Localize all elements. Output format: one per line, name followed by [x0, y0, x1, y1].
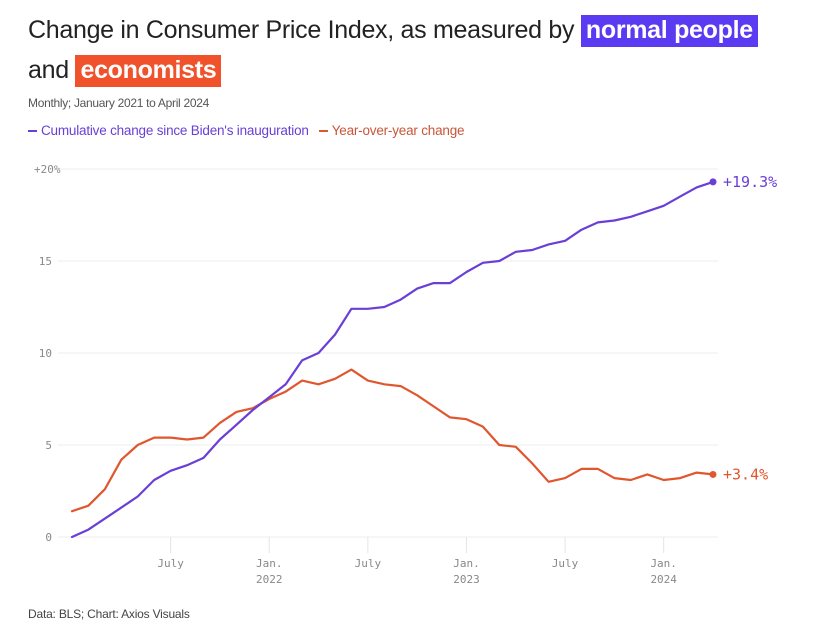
y-tick-label: 5: [45, 439, 52, 452]
legend-item-yoy: Year-over-year change: [318, 123, 465, 138]
end-label-cumulative: +19.3%: [723, 173, 777, 191]
legend-item-cumulative: Cumulative change since Biden's inaugura…: [28, 123, 309, 138]
title-prefix: Change in Consumer Price Index, as measu…: [28, 16, 575, 44]
x-tick-label: Jan.: [256, 557, 283, 570]
series-line-cumulative: [70, 180, 715, 539]
y-tick-label: +20%: [34, 163, 61, 176]
legend-swatch-yoy: [318, 129, 328, 132]
x-tick-label: Jan.: [453, 557, 480, 570]
source-note: Data: BLS; Chart: Axios Visuals: [28, 607, 190, 621]
title-mid: and: [28, 56, 69, 84]
x-tick-label: Jan.: [650, 557, 677, 570]
legend: Cumulative change since Biden's inaugura…: [28, 123, 465, 138]
end-point-cumulative: [709, 178, 717, 186]
x-tick-year-label: 2023: [453, 573, 480, 586]
highlight-normal-people: normal people: [580, 15, 758, 47]
x-tick-year-label: 2024: [650, 573, 677, 586]
legend-label-yoy: Year-over-year change: [331, 123, 465, 138]
legend-swatch-cumulative: [28, 129, 37, 132]
chart-title: Change in Consumer Price Index, as measu…: [28, 10, 808, 90]
x-tick-label: July: [552, 557, 579, 570]
y-tick-label: 0: [45, 531, 52, 544]
x-tick-year-label: 2022: [256, 573, 283, 586]
end-label-yoy: +3.4%: [723, 465, 768, 483]
legend-label-cumulative: Cumulative change since Biden's inaugura…: [41, 123, 309, 138]
series-line-yoy: [70, 368, 715, 513]
y-tick-label: 10: [39, 347, 52, 360]
highlight-economists: economists: [75, 55, 222, 87]
end-point-yoy: [709, 470, 717, 478]
chart-subtitle: Monthly; January 2021 to April 2024: [28, 96, 209, 110]
x-tick-label: July: [355, 557, 382, 570]
y-tick-label: 15: [39, 255, 52, 268]
x-tick-label: July: [157, 557, 184, 570]
